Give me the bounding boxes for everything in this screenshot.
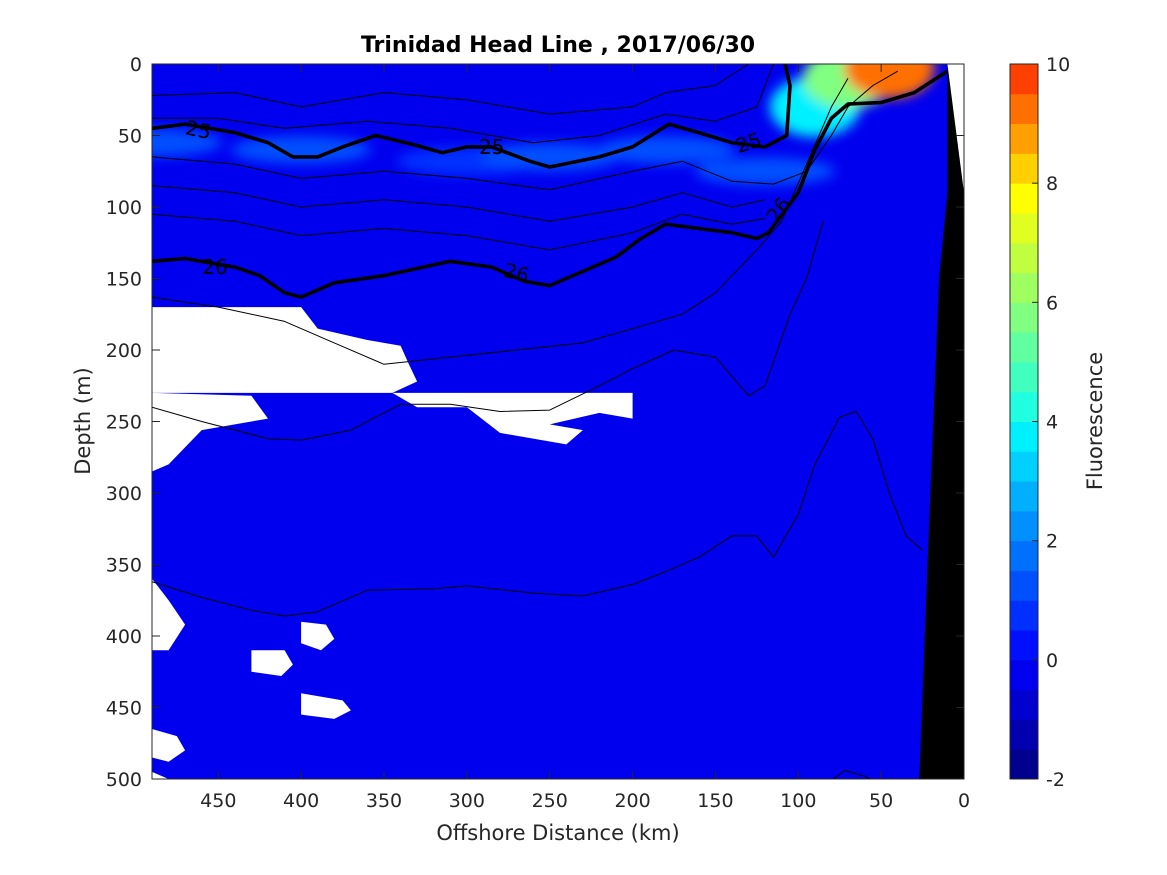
contour-label: 25	[183, 115, 213, 144]
colorbar-segment	[1010, 391, 1038, 422]
missing-data-patch	[301, 621, 335, 651]
missing-data-patch	[251, 650, 293, 676]
density-contour	[832, 769, 871, 779]
density-contour	[152, 78, 849, 365]
chlorophyll-patch	[152, 128, 222, 157]
y-tick-label: 200	[106, 340, 142, 362]
missing-data-patch	[152, 578, 186, 651]
chart-title: Trinidad Head Line , 2017/06/30	[361, 33, 755, 58]
x-tick-label: 250	[532, 790, 568, 812]
density-contour	[152, 64, 749, 115]
x-tick-label: 450	[200, 790, 236, 812]
chlorophyll-patch	[844, 64, 935, 99]
colorbar-segment	[1010, 570, 1038, 601]
colorbar-segment	[1010, 719, 1038, 750]
colorbar-segment	[1010, 93, 1038, 125]
colorbar-segment	[1010, 272, 1038, 303]
x-tick-label: 200	[614, 790, 650, 812]
missing-data-patch	[152, 771, 169, 779]
colorbar-tick-label: 6	[1046, 292, 1058, 314]
y-tick-label: 50	[118, 126, 142, 148]
contour-label: 26	[202, 255, 227, 279]
colorbar-segment	[1010, 212, 1038, 244]
y-axis-label: Depth (m)	[71, 367, 95, 474]
colorbar-segment	[1010, 361, 1038, 393]
no-data-corner	[947, 64, 964, 193]
y-tick-label: 350	[106, 555, 142, 577]
chlorophyll-patch	[595, 135, 736, 164]
colorbar-segment	[1010, 421, 1038, 452]
colorbar-segment	[1010, 123, 1038, 154]
x-axis: 450 400 350 300 250 200 150 100 50 0	[200, 64, 970, 812]
colorbar-segment	[1010, 481, 1038, 512]
x-tick-label: 400	[283, 790, 319, 812]
density-contour-bold	[152, 69, 949, 299]
colorbar-tick-label: 8	[1046, 173, 1058, 195]
x-tick-label: 350	[366, 790, 402, 812]
x-tick-label: 300	[449, 790, 485, 812]
density-contour	[152, 221, 824, 441]
chlorophyll-patch	[695, 157, 836, 186]
density-contour	[152, 64, 774, 144]
colorbar-tick-label: -2	[1046, 769, 1065, 791]
colorbar-segment	[1010, 242, 1038, 274]
colorbar-segment	[1010, 64, 1038, 95]
y-tick-label: 450	[106, 698, 142, 720]
contour-label: 25	[479, 135, 504, 159]
missing-data-patch	[152, 729, 186, 762]
colorbar-segment	[1010, 659, 1038, 691]
y-tick-label: 300	[106, 483, 142, 505]
chlorophyll-patch	[479, 142, 620, 171]
chlorophyll-patch	[231, 135, 372, 164]
colorbar-label: Fluorescence	[1083, 352, 1107, 490]
colorbar-segment	[1010, 630, 1038, 661]
colorbar-segment	[1010, 153, 1038, 184]
x-tick-label: 0	[958, 790, 970, 812]
colorbar-segment	[1010, 689, 1038, 720]
colorbar-segment	[1010, 451, 1038, 482]
colorbar-tick-label: 0	[1046, 650, 1058, 672]
colorbar-segment	[1010, 749, 1038, 780]
missing-data-patch	[152, 307, 633, 445]
density-contour	[152, 213, 766, 251]
y-tick-label: 0	[130, 54, 142, 76]
colorbar-segment	[1010, 332, 1038, 363]
colorbar-segment	[1010, 302, 1038, 333]
colorbar-segment	[1010, 540, 1038, 571]
colorbar-tick-label: 2	[1046, 531, 1058, 553]
seafloor	[919, 64, 964, 779]
y-tick-label: 500	[106, 769, 142, 791]
x-tick-label: 50	[869, 790, 893, 812]
x-tick-label: 100	[780, 790, 816, 812]
colorbar-segment	[1010, 183, 1038, 214]
missing-data-patch	[152, 392, 268, 472]
y-tick-label: 150	[106, 269, 142, 291]
colorbar-tick-label: 10	[1046, 54, 1070, 76]
colorbar-tick-label: 4	[1046, 412, 1058, 434]
y-tick-label: 250	[106, 412, 142, 434]
y-tick-label: 100	[106, 197, 142, 219]
y-tick-label: 400	[106, 626, 142, 648]
density-contour	[152, 411, 923, 617]
density-contour-bold	[152, 64, 792, 169]
y-axis: 0 50 100 150 200 250 300 350 400 450 500	[106, 54, 964, 791]
colorbar-segment	[1010, 510, 1038, 542]
density-contour	[152, 70, 898, 191]
missing-data-patch	[301, 693, 351, 719]
colorbar-segment	[1010, 600, 1038, 631]
colorbar: -2 0 2 4 6 8 10	[1009, 54, 1070, 791]
x-axis-label: Offshore Distance (km)	[436, 821, 679, 845]
x-tick-label: 150	[697, 790, 733, 812]
density-contour	[152, 185, 766, 222]
